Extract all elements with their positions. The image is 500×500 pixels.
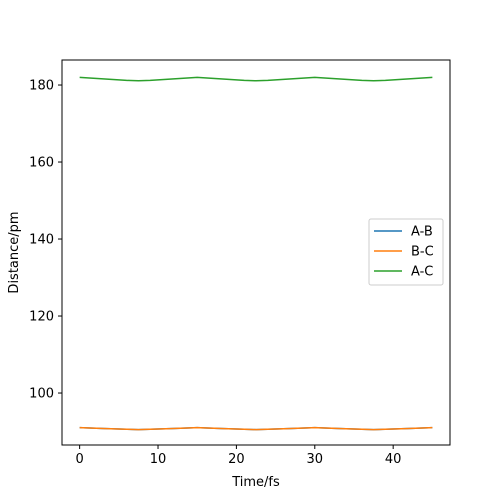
y-axis-label: Distance/pm: [7, 211, 22, 293]
y-axis-ticks: 100 120 140 160 180: [29, 79, 62, 402]
x-axis-label: Time/fs: [231, 475, 280, 490]
legend-label: B-C: [411, 245, 434, 260]
legend-label: A-C: [411, 265, 433, 280]
legend-entries: A-B B-C A-C: [374, 225, 434, 280]
legend-box: [368, 218, 444, 286]
legend: A-B B-C A-C: [368, 218, 444, 286]
x-tick-label: 20: [228, 452, 245, 467]
legend-entry-a-b: A-B: [374, 225, 433, 240]
y-tick-label: 100: [29, 387, 54, 402]
y-tick-label: 180: [29, 79, 54, 94]
y-tick-label: 120: [29, 310, 54, 325]
series-line-a-c: [79, 76, 433, 82]
x-axis-ticks: 0 10 20 30 40: [75, 445, 401, 467]
x-tick-label: 40: [385, 452, 402, 467]
legend-entry-b-c: B-C: [374, 245, 434, 260]
x-tick-label: 30: [307, 452, 324, 467]
y-tick-label: 140: [29, 233, 54, 248]
series-lines: [79, 76, 433, 431]
legend-entry-a-c: A-C: [374, 265, 433, 280]
legend-label: A-B: [411, 225, 433, 240]
y-tick-label: 160: [29, 156, 54, 171]
x-tick-label: 0: [75, 452, 83, 467]
x-tick-label: 10: [150, 452, 167, 467]
series-line-b-c: [79, 426, 433, 431]
plot-frame: [61, 59, 451, 446]
